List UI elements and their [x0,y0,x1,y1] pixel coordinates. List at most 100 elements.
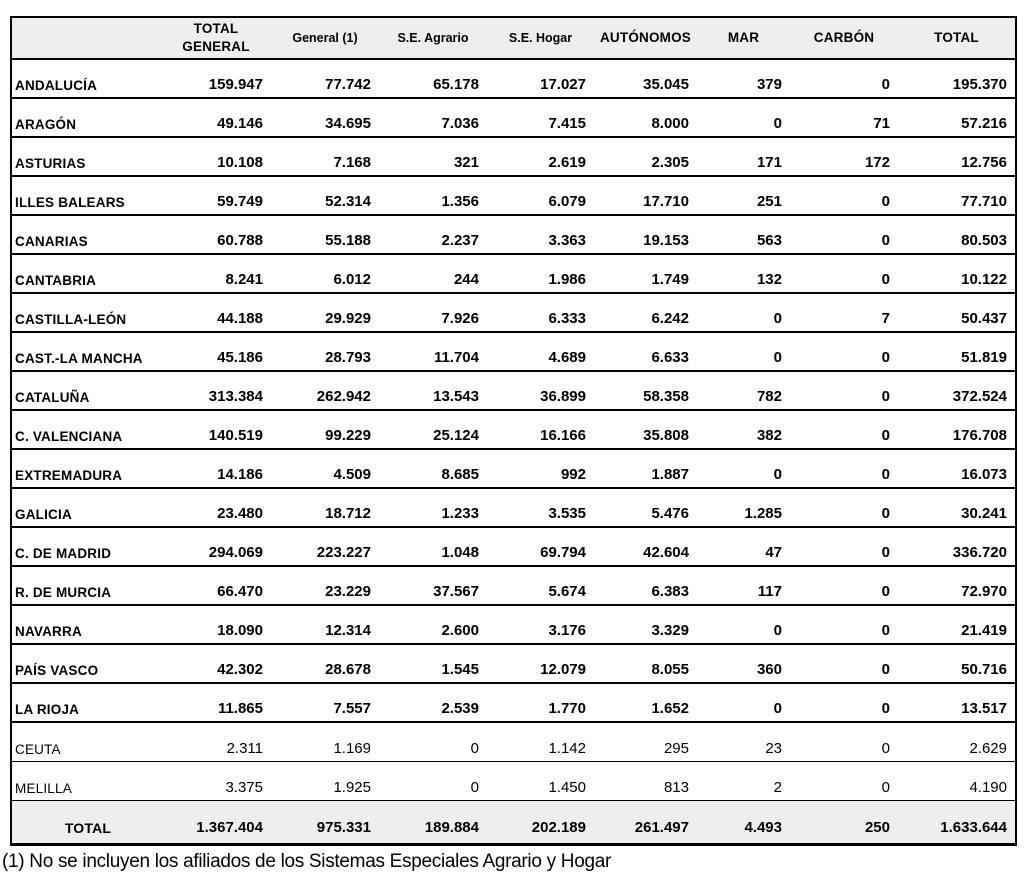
value-cell: 12.079 [540,661,586,678]
value-cell: 52.314 [325,193,371,210]
table-row: PAÍS VASCO 42.302 28.678 1.545 12.079 8.055 36… [11,644,1016,683]
value-cell: 8.241 [225,271,263,288]
total-value-cell: 189.884 [424,818,479,836]
value-cell: 55.188 [325,232,371,249]
value-cell: 3.176 [548,622,586,639]
value-cell: 99.229 [325,427,371,444]
value-cell: 21.419 [961,622,1007,639]
header-cell: S.E. Agrario [397,30,469,45]
table-row: C. DE MADRID 294.069 223.227 1.048 69.794 42.… [11,527,1016,566]
value-cell: 1.048 [441,544,479,561]
value-cell: 4.509 [333,466,371,483]
value-cell: 0 [881,739,890,757]
value-cell: 2.539 [441,700,479,717]
value-cell: 1.142 [548,739,586,757]
value-cell: 29.929 [325,310,371,327]
value-cell: 992 [560,466,586,483]
value-cell: 34.695 [325,115,371,132]
value-cell: 379 [756,76,782,93]
table-row: C. VALENCIANA 140.519 99.229 25.124 16.166 35… [11,410,1016,449]
value-cell: 251 [756,193,782,210]
value-cell: 16.073 [961,466,1007,483]
value-cell: 57.216 [961,115,1007,132]
value-cell: 1.749 [651,271,689,288]
table-body: ANDALUCÍA 159.947 77.742 65.178 17.027 35.045… [11,59,1016,844]
value-cell: 1.285 [744,505,782,522]
table-row: CANTABRIA 8.241 6.012 244 1.986 1.749 132 0 10.1… [11,254,1016,293]
value-cell: 176.708 [952,427,1007,444]
value-cell: 5.476 [651,505,689,522]
region-cell: LA RIOJA [15,702,80,717]
value-cell: 59.749 [217,193,263,210]
total-value-cell: 202.189 [531,818,586,836]
value-cell: 36.899 [540,388,586,405]
value-cell: 42.302 [217,661,263,678]
value-cell: 2.237 [441,232,479,249]
value-cell: 19.153 [643,232,689,249]
value-cell: 7.415 [548,115,586,132]
value-cell: 6.633 [651,349,689,366]
table-row: CASTILLA-LEÓN 44.188 29.929 7.926 6.333 6.242… [11,293,1016,332]
value-cell: 1.986 [548,271,586,288]
region-cell: CAST.-LA MANCHA [15,351,143,366]
value-cell: 0 [881,271,890,288]
value-cell: 1.925 [333,778,371,796]
value-cell: 321 [453,154,479,171]
value-cell: 1.545 [441,661,479,678]
value-cell: 132 [756,271,782,288]
value-cell: 45.186 [217,349,263,366]
value-cell: 13.543 [433,388,479,405]
value-cell: 0 [773,466,782,483]
header-cell: General (1) [292,30,358,45]
value-cell: 0 [881,388,890,405]
region-cell: ARAGÓN [15,117,77,132]
value-cell: 0 [881,583,890,600]
value-cell: 0 [773,115,782,132]
value-cell: 3.375 [225,778,263,796]
region-cell: CEUTA [15,741,61,757]
value-cell: 0 [881,466,890,483]
value-cell: 23 [765,739,782,757]
value-cell: 7.168 [333,154,371,171]
value-cell: 47 [765,544,782,561]
value-cell: 6.079 [548,193,586,210]
value-cell: 0 [773,349,782,366]
value-cell: 6.242 [651,310,689,327]
value-cell: 0 [881,661,890,678]
region-cell: C. VALENCIANA [15,429,123,444]
value-cell: 0 [881,505,890,522]
value-cell: 1.356 [441,193,479,210]
footnote: (1) No se incluyen los afiliados de los … [2,850,612,872]
region-cell: NAVARRA [15,624,82,639]
value-cell: 18.090 [217,622,263,639]
value-cell: 58.358 [643,388,689,405]
region-cell: C. DE MADRID [15,546,112,561]
value-cell: 0 [881,427,890,444]
value-cell: 72.970 [961,583,1007,600]
value-cell: 195.370 [952,76,1007,93]
value-cell: 10.122 [961,271,1007,288]
value-cell: 13.517 [961,700,1007,717]
value-cell: 6.333 [548,310,586,327]
value-cell: 3.329 [651,622,689,639]
total-value-cell: 1.367.404 [196,818,263,836]
value-cell: 7.926 [441,310,479,327]
value-cell: 0 [881,544,890,561]
value-cell: 360 [756,661,782,678]
value-cell: 294.069 [208,544,263,561]
value-cell: 80.503 [961,232,1007,249]
document-page: TOTAL GENERAL General (1) S.E. Agrario S.E.… [2,16,1017,872]
region-cell: CANTABRIA [15,273,97,288]
value-cell: 336.720 [952,544,1007,561]
table-row: LA RIOJA 11.865 7.557 2.539 1.770 1.652 0 0 13.5… [11,683,1016,722]
value-cell: 42.604 [643,544,689,561]
value-cell: 18.712 [325,505,371,522]
header-cell: S.E. Hogar [508,30,573,45]
region-cell: R. DE MURCIA [15,585,112,600]
table-row: ASTURIAS 10.108 7.168 321 2.619 2.305 171 172 12… [11,137,1016,176]
value-cell: 8.685 [441,466,479,483]
value-cell: 1.770 [548,700,586,717]
table-row: CAST.-LA MANCHA 45.186 28.793 11.704 4.689 6.… [11,332,1016,371]
value-cell: 0 [773,310,782,327]
value-cell: 262.942 [316,388,371,405]
